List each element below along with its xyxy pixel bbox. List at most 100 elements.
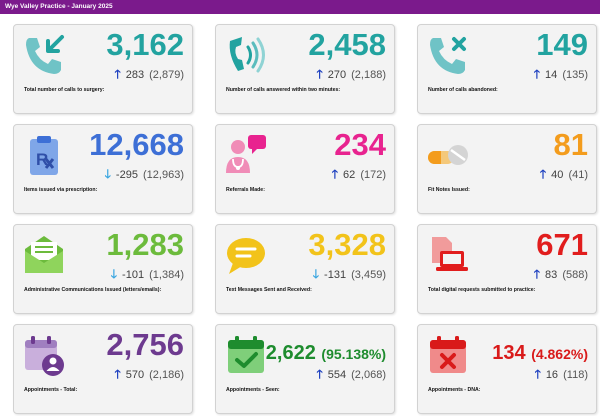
- stat-change: 🡑 283 (2,879): [114, 65, 184, 86]
- stat-card-text-messages: 3,328 🡓 -131 (3,459) Text Messages Sent a…: [215, 224, 395, 314]
- stat-card-calls-answered: 2,458 🡑 270 (2,188) Number of calls answe…: [215, 24, 395, 114]
- stat-change: 🡑 270 (2,188): [316, 65, 386, 86]
- previous-value: (118): [563, 369, 588, 381]
- change-value: 16: [545, 369, 559, 381]
- stat-change: 🡑 570 (2,186): [114, 365, 184, 386]
- arrow-up-icon: 🡑: [533, 267, 540, 281]
- previous-value: (172): [360, 169, 386, 181]
- phone-incoming-icon: [26, 35, 64, 74]
- arrow-up-icon: 🡑: [114, 367, 121, 381]
- arrow-down-icon: 🡓: [104, 167, 111, 181]
- stat-value: 2,622 (95.138%): [266, 335, 386, 372]
- previous-value: (2,186): [149, 369, 184, 381]
- calendar-cross-icon: [430, 336, 466, 373]
- arrow-up-icon: 🡑: [316, 67, 323, 81]
- stat-change: 🡑 554 (2,068): [316, 365, 386, 386]
- stat-card-digital-requests: 671 🡑 83 (588) Total digital requests sub…: [417, 224, 597, 314]
- previous-value: (2,068): [351, 369, 386, 381]
- stat-value-percent: (4.862%): [531, 346, 588, 362]
- stat-label: Text Messages Sent and Received:: [226, 287, 312, 293]
- arrow-down-icon: 🡓: [110, 267, 118, 281]
- stat-card-referrals: 234 🡑 62 (172) Referrals Made:: [215, 124, 395, 214]
- stat-value: 2,756: [106, 327, 184, 362]
- stat-label: Items issued via prescription:: [24, 187, 98, 193]
- stat-card-appointments-seen: 2,622 (95.138%) 🡑 554 (2,068) Appointment…: [215, 324, 395, 414]
- arrow-up-icon: 🡑: [331, 167, 338, 181]
- stat-label: Appointments - Total:: [24, 387, 78, 393]
- prescription-icon: R: [30, 136, 58, 175]
- doctor-referral-icon: [226, 135, 266, 173]
- stat-value: 149: [536, 27, 588, 62]
- phone-ringing-icon: [229, 37, 265, 73]
- calendar-person-icon: [25, 336, 64, 376]
- stat-value-number: 2,622: [265, 342, 316, 364]
- stat-change: 🡑 40 (41): [540, 165, 588, 186]
- pills-icon: [428, 145, 468, 165]
- stat-value: 234: [334, 127, 386, 162]
- previous-value: (2,188): [351, 69, 386, 81]
- stat-label: Appointments - DNA:: [428, 387, 481, 393]
- stat-change: 🡑 83 (588): [534, 265, 588, 286]
- stat-card-prescriptions: R 12,668 🡓 -295 (12,963) Items issued via…: [13, 124, 193, 214]
- laptop-document-icon: [432, 237, 468, 271]
- previous-value: (41): [568, 169, 588, 181]
- stat-label: Fit Notes Issued:: [428, 187, 470, 193]
- arrow-down-icon: 🡓: [312, 267, 320, 281]
- stat-value: 3,328: [308, 227, 386, 262]
- stat-label: Number of calls answered within two minu…: [226, 87, 341, 93]
- arrow-up-icon: 🡑: [539, 167, 547, 181]
- stat-label: Referrals Made:: [226, 187, 265, 193]
- phone-missed-icon: [430, 37, 466, 74]
- stat-label: Administrative Communications Issued (le…: [24, 287, 162, 293]
- stat-value: 81: [553, 127, 588, 162]
- previous-value: (2,879): [149, 69, 184, 81]
- stat-value-number: 134: [492, 342, 526, 364]
- report-header-bar: Wye Valley Practice - January 2025: [0, 0, 600, 14]
- change-value: -295: [115, 169, 138, 181]
- arrow-up-icon: 🡑: [534, 367, 541, 381]
- chat-bubble-icon: [227, 238, 265, 274]
- stat-change: 🡑 16 (118): [535, 365, 588, 386]
- change-value: 40: [551, 169, 564, 181]
- stat-card-admin-comms: 1,283 🡓 -101 (1,384) Administrative Commu…: [13, 224, 193, 314]
- stat-change: 🡑 62 (172): [332, 165, 386, 186]
- stat-change: 🡓 -131 (3,459): [313, 265, 386, 286]
- stat-label: Total number of calls to surgery:: [24, 87, 105, 93]
- svg-text:R: R: [36, 150, 48, 169]
- stat-value-percent: (95.138%): [321, 346, 386, 362]
- previous-value: (1,384): [149, 269, 184, 281]
- previous-value: (135): [562, 69, 588, 81]
- arrow-up-icon: 🡑: [533, 67, 540, 81]
- stat-card-fit-notes: 81 🡑 40 (41) Fit Notes Issued:: [417, 124, 597, 214]
- change-value: -131: [324, 269, 347, 281]
- arrow-up-icon: 🡑: [316, 367, 323, 381]
- change-value: 570: [125, 369, 145, 381]
- change-value: -101: [122, 269, 145, 281]
- stat-label: Total digital requests submitted to prac…: [428, 287, 536, 293]
- previous-value: (588): [562, 269, 588, 281]
- stat-value: 3,162: [106, 27, 184, 62]
- stat-value: 12,668: [89, 127, 184, 162]
- stat-change: 🡑 14 (135): [534, 65, 588, 86]
- stat-card-appointments-dna: 134 (4.862%) 🡑 16 (118) Appointments - DN…: [417, 324, 597, 414]
- change-value: 554: [327, 369, 347, 381]
- calendar-check-icon: [228, 336, 264, 373]
- change-value: 14: [545, 69, 558, 81]
- previous-value: (3,459): [351, 269, 386, 281]
- stat-label: Appointments - Seen:: [226, 387, 280, 393]
- stat-card-calls-abandoned: 149 🡑 14 (135) Number of calls abandoned:: [417, 24, 597, 114]
- arrow-up-icon: 🡑: [114, 67, 121, 81]
- report-title: Wye Valley Practice - January 2025: [5, 3, 113, 10]
- stat-label: Number of calls abandoned:: [428, 87, 498, 93]
- stat-value: 2,458: [308, 27, 386, 62]
- envelope-icon: [25, 236, 63, 273]
- stat-value: 671: [536, 227, 588, 262]
- stat-value: 134 (4.862%): [492, 335, 588, 372]
- stat-change: 🡓 -101 (1,384): [111, 265, 184, 286]
- stat-card-total-calls: 3,162 🡑 283 (2,879) Total number of calls…: [13, 24, 193, 114]
- previous-value: (12,963): [143, 169, 184, 181]
- change-value: 83: [545, 269, 558, 281]
- stat-change: 🡓 -295 (12,963): [105, 165, 184, 186]
- change-value: 270: [327, 69, 347, 81]
- stat-card-appointments-total: 2,756 🡑 570 (2,186) Appointments - Total:: [13, 324, 193, 414]
